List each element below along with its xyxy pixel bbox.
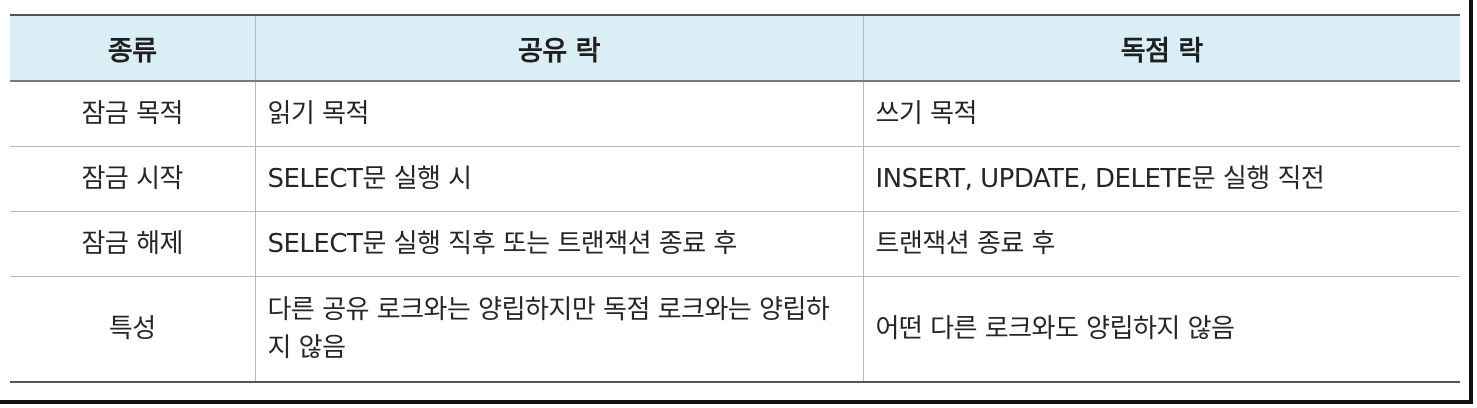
row-label-purpose: 잠금 목적 xyxy=(81,99,184,129)
lock-comparison-table: 종류 공유 락 독점 락 잠금 목적 읽기 목적 쓰기 목적 잠금 시작 SEL… xyxy=(10,14,1460,383)
header-shared-lock: 공유 락 xyxy=(254,15,863,81)
row-label-characteristic: 특성 xyxy=(108,314,156,344)
shared-lock-purpose: 읽기 목적 xyxy=(254,81,863,147)
shared-lock-release: SELECT문 실행 직후 또는 트랜잭션 종료 후 xyxy=(254,211,863,277)
shared-lock-characteristic: 다른 공유 로크와는 양립하지만 독점 로크와는 양립하지 않음 xyxy=(254,276,863,382)
header-type: 종류 xyxy=(107,35,157,67)
row-label-start: 잠금 시작 xyxy=(81,164,184,194)
exclusive-lock-characteristic: 어떤 다른 로크와도 양립하지 않음 xyxy=(862,276,1460,382)
exclusive-lock-release: 트랜잭션 종료 후 xyxy=(862,211,1460,277)
table-row: 잠금 시작 SELECT문 실행 시 INSERT, UPDATE, DELET… xyxy=(10,146,1460,212)
shared-lock-start: SELECT문 실행 시 xyxy=(254,146,863,212)
table-body: 잠금 목적 읽기 목적 쓰기 목적 잠금 시작 SELECT문 실행 시 INS… xyxy=(10,81,1460,382)
row-label-release: 잠금 해제 xyxy=(81,229,184,259)
header-row: 종류 공유 락 독점 락 xyxy=(10,15,1460,81)
table-row: 잠금 목적 읽기 목적 쓰기 목적 xyxy=(10,81,1460,147)
exclusive-lock-start: INSERT, UPDATE, DELETE문 실행 직전 xyxy=(862,146,1460,212)
header-exclusive-lock: 독점 락 xyxy=(862,15,1460,81)
exclusive-lock-purpose: 쓰기 목적 xyxy=(862,81,1460,147)
table-header: 종류 공유 락 독점 락 xyxy=(10,15,1460,81)
table-row: 잠금 해제 SELECT문 실행 직후 또는 트랜잭션 종료 후 트랜잭션 종료… xyxy=(10,211,1460,277)
table-row: 특성 다른 공유 로크와는 양립하지만 독점 로크와는 양립하지 않음 어떤 다… xyxy=(10,276,1460,382)
